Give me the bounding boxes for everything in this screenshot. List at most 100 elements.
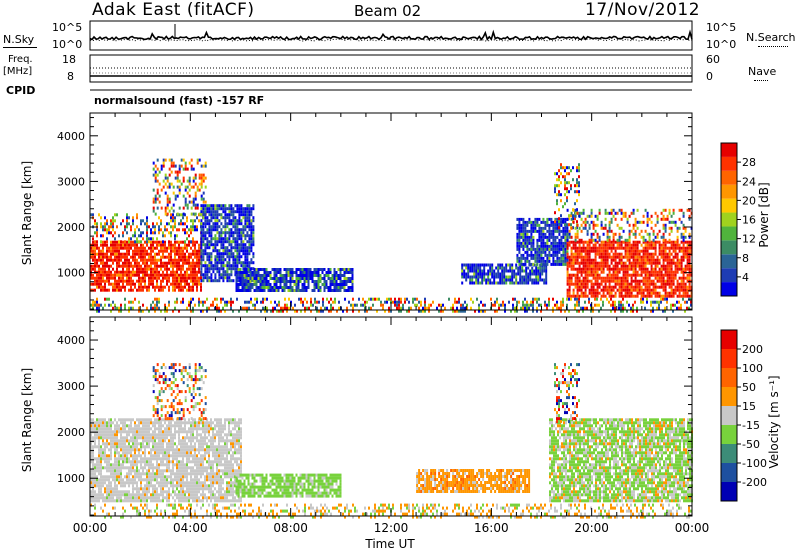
power-echo-cell [676, 288, 679, 292]
power-echo-cell [578, 297, 580, 301]
power-echo-cell [310, 297, 312, 301]
power-echo-cell [152, 282, 154, 286]
power-echo-cell [246, 219, 249, 223]
power-echo-cell [112, 225, 114, 229]
velocity-echo-cell [90, 442, 92, 446]
power-echo-cell [168, 167, 171, 171]
power-echo-cell [518, 232, 521, 236]
power-echo-cell [570, 252, 573, 256]
power-echo-cell [200, 246, 203, 250]
power-echo-cell [634, 235, 637, 239]
power-echo-cell [582, 220, 585, 224]
power-echo-cell [226, 222, 229, 226]
power-echo-cell [269, 283, 272, 286]
power-echo-cell [204, 225, 207, 229]
power-echo-cell [200, 231, 203, 235]
velocity-echo-cell [92, 493, 94, 497]
power-echo-cell [539, 275, 542, 279]
power-echo-cell [291, 280, 294, 283]
power-echo-cell [124, 258, 126, 262]
power-echo-cell [248, 306, 250, 310]
power-echo-cell [450, 306, 452, 310]
power-echo-cell [168, 258, 170, 262]
power-echo-cell [277, 280, 280, 283]
power-echo-cell [670, 258, 673, 262]
power-echo-cell [640, 235, 643, 239]
power-echo-cell [287, 268, 290, 271]
power-echo-cell [186, 225, 188, 229]
power-echo-cell [582, 309, 584, 313]
power-echo-cell [168, 255, 170, 259]
power-echo-cell [638, 261, 641, 265]
power-echo-cell [622, 229, 625, 233]
power-echo-cell [622, 240, 625, 244]
power-echo-cell [232, 210, 235, 214]
power-echo-cell [241, 286, 244, 289]
power-echo-cell [662, 285, 665, 289]
power-echo-cell [658, 229, 661, 233]
power-echo-cell [120, 264, 122, 268]
power-echo-cell [682, 285, 685, 289]
power-echo-cell [632, 285, 635, 289]
power-echo-cell [489, 272, 492, 276]
power-echo-cell [570, 187, 572, 191]
nsearch-legend-line [758, 46, 788, 47]
power-echo-cell [558, 175, 560, 179]
power-echo-cell [118, 270, 120, 274]
power-echo-cell [210, 210, 213, 214]
power-echo-cell [240, 243, 243, 247]
power-echo-cell [493, 269, 496, 273]
power-echo-cell [154, 264, 156, 268]
power-echo-cell [566, 232, 569, 236]
power-echo-cell [576, 229, 579, 233]
power-echo-cell [118, 306, 120, 310]
power-echo-cell [512, 306, 514, 310]
power-echo-cell [650, 226, 653, 230]
power-echo-cell [664, 297, 666, 301]
power-echo-cell [244, 255, 247, 259]
power-echo-cell [596, 303, 598, 307]
power-echo-cell [112, 252, 114, 256]
power-echo-cell [562, 250, 565, 254]
nave-label: Nave [748, 65, 777, 78]
power-echo-cell [180, 267, 182, 271]
power-echo-cell [507, 263, 510, 267]
power-echo-cell [674, 270, 677, 274]
power-echo-cell [495, 281, 498, 285]
power-echo-cell [546, 306, 548, 310]
power-echo-cell [102, 306, 104, 310]
power-echo-cell [178, 243, 180, 247]
power-echo-cell [246, 231, 249, 235]
power-echo-cell [333, 274, 336, 277]
power-echo-cell [236, 219, 239, 223]
power-echo-cell [122, 255, 124, 259]
power-echo-cell [414, 303, 416, 307]
power-echo-cell [110, 276, 112, 280]
power-echo-cell [523, 275, 526, 279]
power-echo-cell [305, 271, 308, 274]
power-echo-cell [475, 272, 478, 276]
power-echo-cell [160, 273, 162, 277]
power-echo-cell [259, 274, 262, 277]
nsky-right-tick-bottom: 10^0 [706, 38, 737, 51]
power-echo-cell [176, 258, 178, 262]
velocity-echo-cell [94, 496, 96, 500]
power-echo-cell [560, 309, 562, 313]
power-echo-cell [230, 228, 233, 232]
power-echo-cell [146, 243, 148, 247]
power-echo-cell [218, 252, 221, 256]
power-echo-cell [204, 273, 207, 277]
power-echo-cell [568, 285, 571, 289]
power-echo-cell [106, 276, 108, 280]
power-echo-cell [126, 249, 128, 253]
power-echo-cell [626, 273, 629, 277]
power-echo-cell [624, 255, 627, 259]
power-echo-cell [330, 303, 332, 307]
power-echo-cell [154, 246, 156, 250]
power-echo-cell [208, 252, 211, 256]
power-echo-cell [612, 270, 615, 274]
power-echo-cell [192, 176, 195, 180]
power-echo-cell [588, 291, 591, 295]
power-echo-cell [630, 288, 633, 292]
power-echo-cell [132, 249, 134, 253]
